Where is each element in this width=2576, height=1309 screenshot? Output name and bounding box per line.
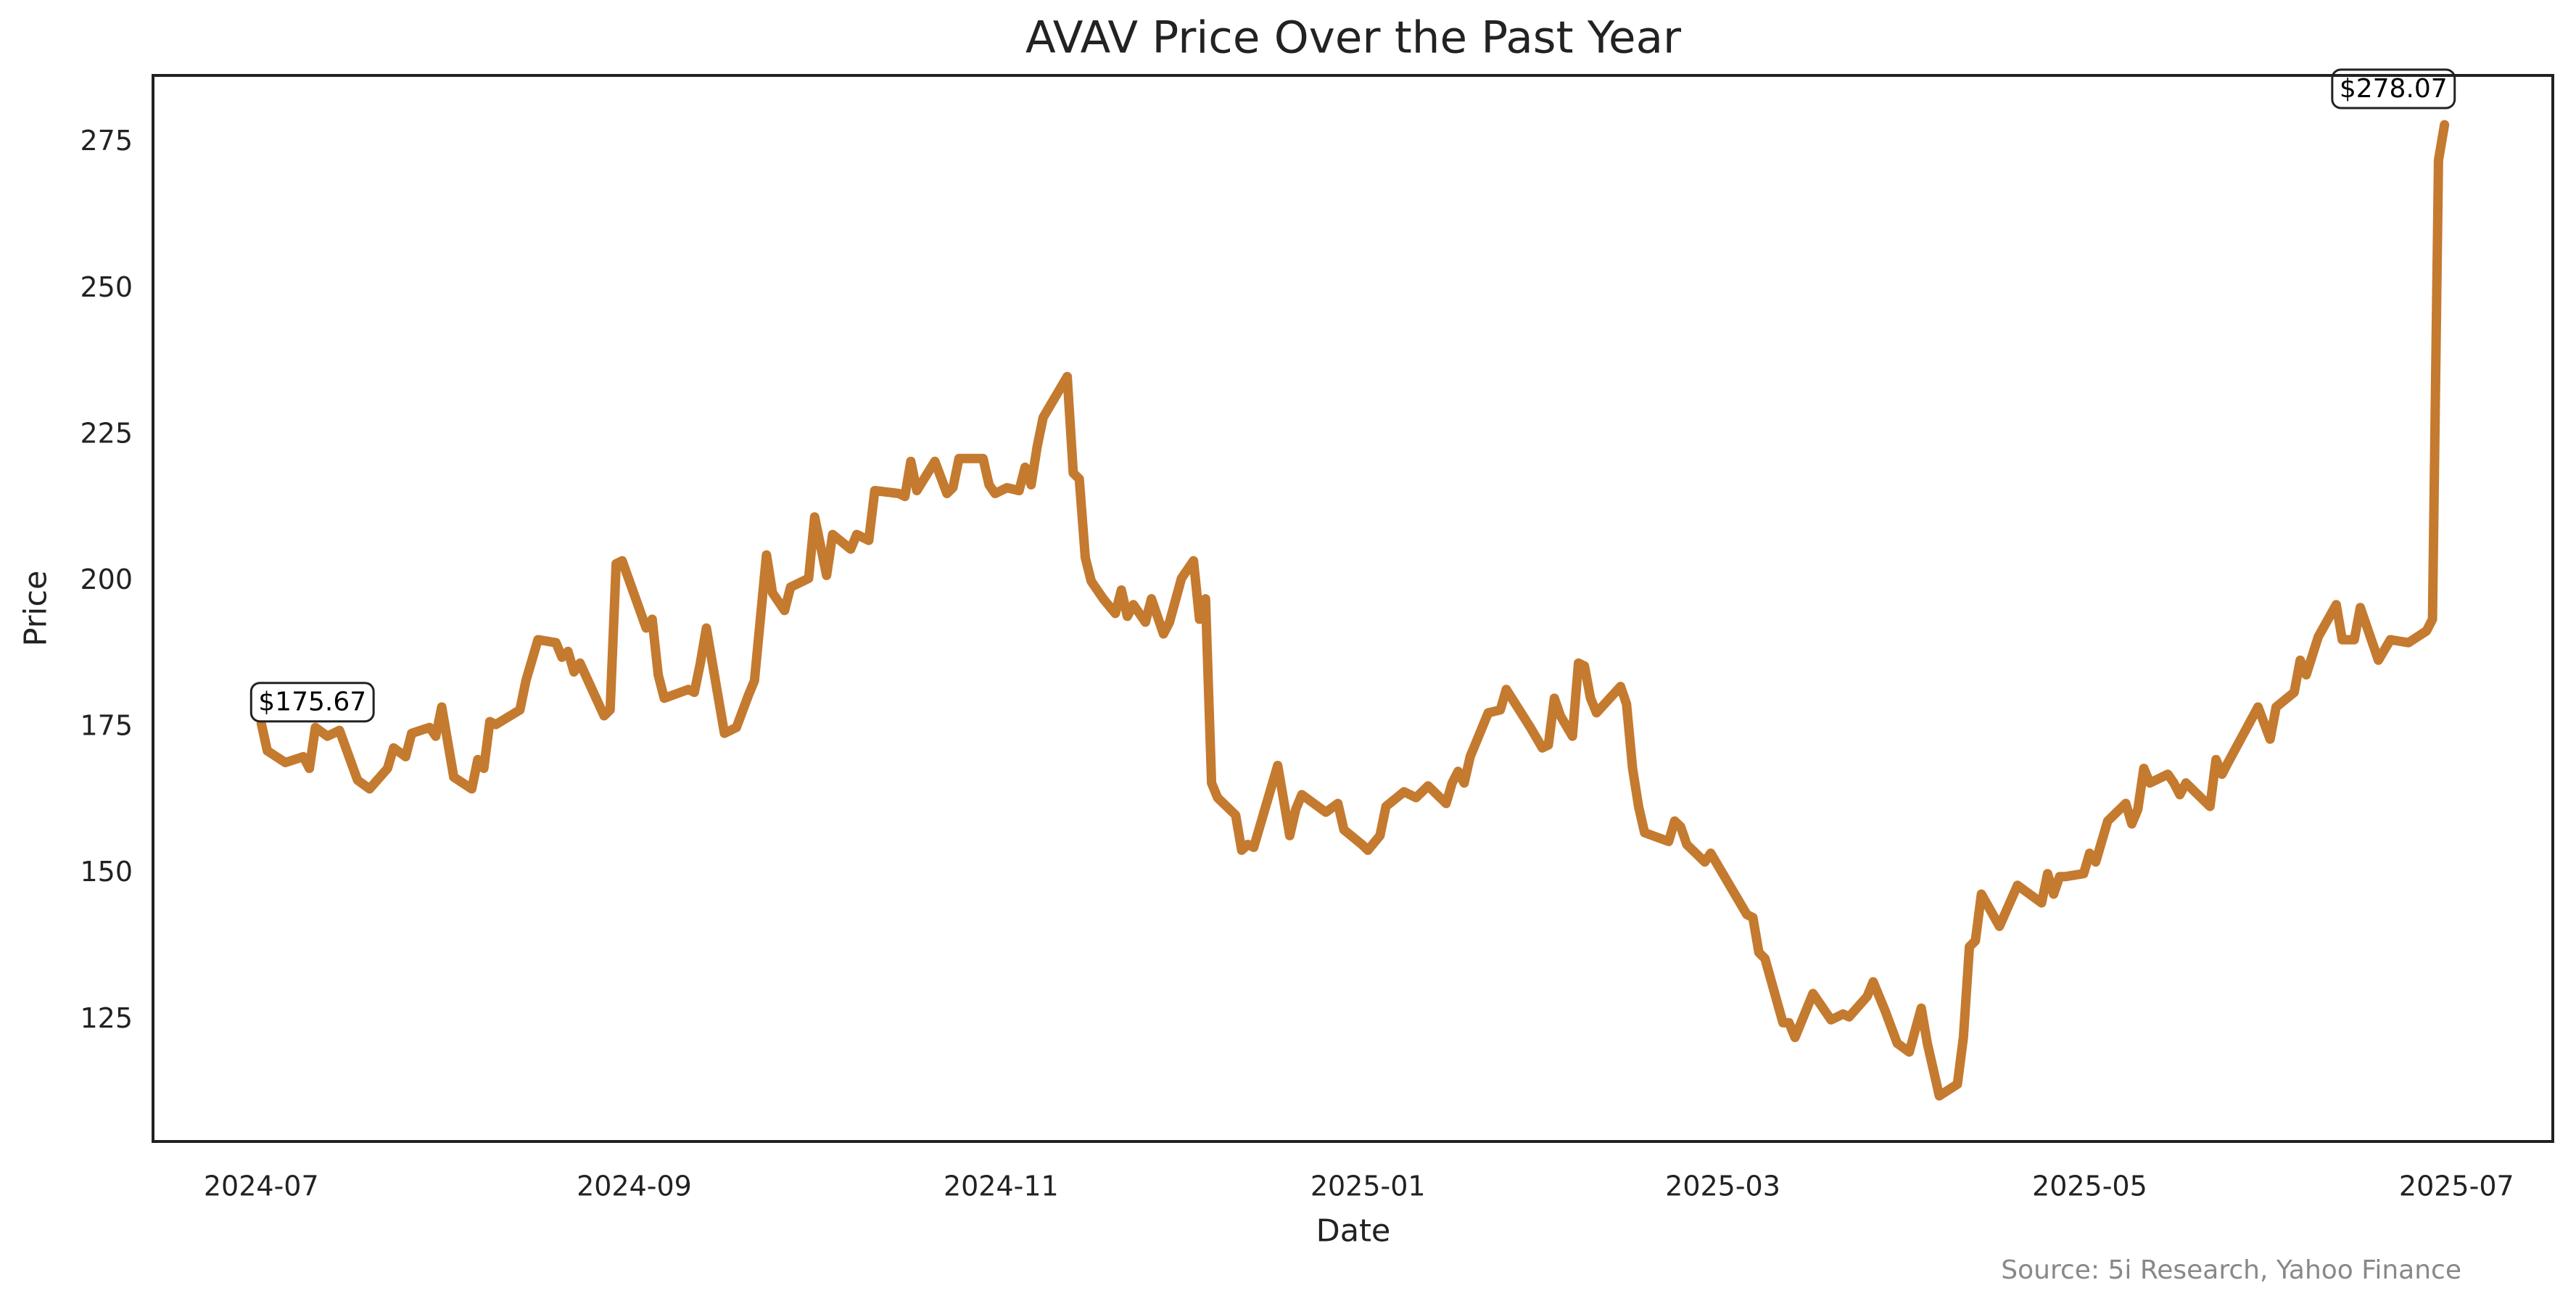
x-tick-label: 2024-11 [944,1170,1059,1202]
annotation-label: $175.67 [258,687,366,717]
y-tick-label: 125 [80,1002,133,1034]
source-note: Source: 5i Research, Yahoo Finance [2001,1255,2461,1285]
annotation-label: $278.07 [2340,74,2448,104]
annotation-box [2331,68,2456,110]
x-tick-label: 2024-07 [204,1170,319,1202]
plot-frame [152,74,2554,1143]
y-axis-label: Price [18,571,54,647]
chart-title: AVAV Price Over the Past Year [1025,12,1682,64]
y-tick-label: 225 [80,417,133,449]
annotation: $175.67 [249,682,375,723]
x-tick-label: 2024-09 [577,1170,692,1202]
y-tick-label: 175 [80,710,133,742]
x-tick-label: 2025-03 [1665,1170,1780,1202]
annotation-box [249,682,375,723]
x-tick-label: 2025-01 [1310,1170,1426,1202]
price-line [256,120,2450,1101]
y-tick-label: 200 [80,563,133,595]
y-tick-label: 250 [80,271,133,303]
x-tick-label: 2025-07 [2399,1170,2514,1202]
y-tick-label: 150 [80,856,133,888]
annotation: $278.07 [2331,68,2456,110]
x-tick-label: 2025-05 [2032,1170,2147,1202]
x-axis-label: Date [1316,1213,1391,1250]
y-tick-label: 275 [80,125,133,157]
